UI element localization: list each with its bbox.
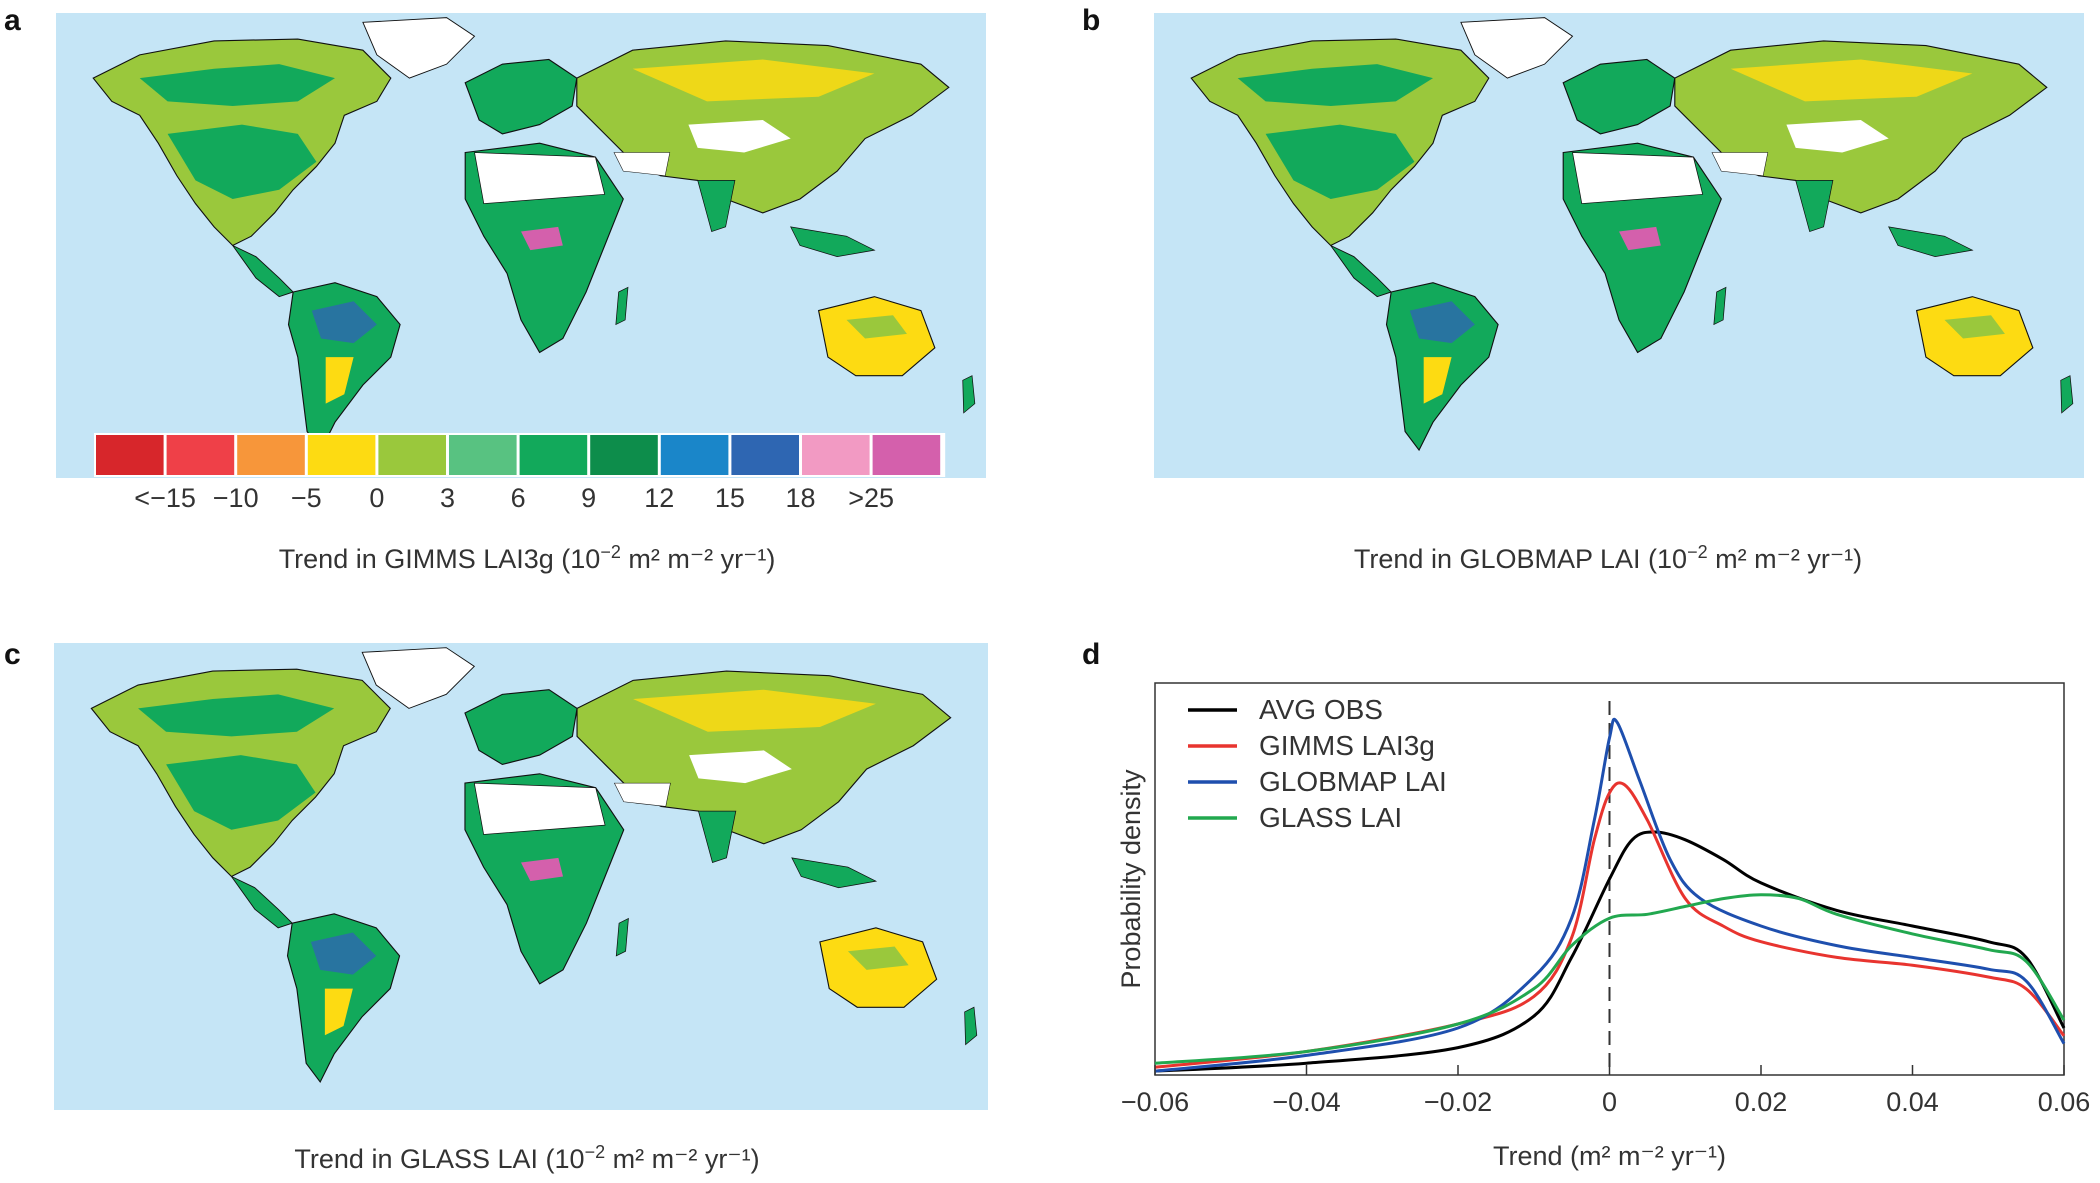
colorbar-swatch	[307, 435, 376, 475]
x-ticks: −0.06 −0.04 −0.02 0 0.02 0.04 0.06	[1121, 1065, 2090, 1117]
legend-label: GLASS LAI	[1259, 802, 1402, 833]
colorbar-swatch	[96, 435, 164, 475]
colorbar-label: −10	[213, 483, 259, 513]
x-tick-label: 0.02	[1735, 1087, 1788, 1117]
series-line-globmap-lai	[1154, 717, 2066, 1073]
map-panel-b	[1153, 13, 2085, 478]
colorbar-label: 3	[440, 483, 455, 513]
colorbar-swatch	[166, 435, 235, 475]
map-panel-c	[53, 643, 989, 1110]
colorbar-label: 15	[715, 483, 745, 513]
x-tick-label: −0.04	[1272, 1087, 1340, 1117]
colorbar	[94, 433, 946, 477]
colorbar-swatch	[872, 435, 941, 475]
colorbar-swatch	[590, 435, 658, 475]
caption-b: Trend in GLOBMAP LAI (10−2 m² m⁻² yr⁻¹)	[1354, 542, 1862, 574]
colorbar-label: 9	[581, 483, 596, 513]
panel-letter-b: b	[1082, 4, 1100, 37]
series-layer	[1154, 717, 2066, 1073]
caption-a: Trend in GIMMS LAI3g (10−2 m² m⁻² yr⁻¹)	[279, 542, 776, 574]
colorbar-label: 12	[644, 483, 674, 513]
x-axis-label: Trend (m² m⁻² yr⁻¹)	[1493, 1141, 1726, 1171]
density-chart: −0.06 −0.04 −0.02 0 0.02 0.04 0.06 AVG OBS GIMM…	[1116, 682, 2090, 1171]
x-tick-label: 0.04	[1886, 1087, 1939, 1117]
x-tick-label: −0.06	[1121, 1087, 1189, 1117]
colorbar-swatch	[802, 435, 870, 475]
colorbar-label: 6	[511, 483, 526, 513]
colorbar-label: 18	[785, 483, 815, 513]
colorbar-label: −5	[291, 483, 322, 513]
legend-label: AVG OBS	[1259, 694, 1383, 725]
colorbar-swatch	[237, 435, 305, 475]
colorbar-swatch	[731, 435, 799, 475]
colorbar-swatch	[378, 435, 446, 475]
x-tick-label: 0	[1602, 1087, 1617, 1117]
caption-c: Trend in GLASS LAI (10−2 m² m⁻² yr⁻¹)	[294, 1142, 759, 1174]
colorbar-swatch	[660, 435, 729, 475]
x-tick-label: −0.02	[1424, 1087, 1492, 1117]
panel-letter-a: a	[4, 4, 21, 37]
legend: AVG OBS GIMMS LAI3g GLOBMAP LAI GLASS LAI	[1188, 694, 1447, 833]
map-panel-a	[55, 13, 987, 478]
colorbar-swatch	[519, 435, 588, 475]
legend-label: GIMMS LAI3g	[1259, 730, 1435, 761]
panel-letter-c: c	[4, 638, 21, 671]
series-line-avg-obs	[1154, 830, 2066, 1073]
series-line-glass-lai	[1154, 893, 2066, 1065]
panel-letter-d: d	[1082, 638, 1100, 671]
colorbar-label: <−15	[134, 483, 196, 513]
colorbar-label: 0	[369, 483, 384, 513]
legend-label: GLOBMAP LAI	[1259, 766, 1447, 797]
colorbar-label: >25	[848, 483, 894, 513]
colorbar-labels: <−15 −10 −5 0 3 6 9 12 15 18 >25	[134, 483, 894, 513]
colorbar-swatch	[449, 435, 517, 475]
y-axis-label: Probability density	[1116, 769, 1146, 989]
x-tick-label: 0.06	[2038, 1087, 2091, 1117]
